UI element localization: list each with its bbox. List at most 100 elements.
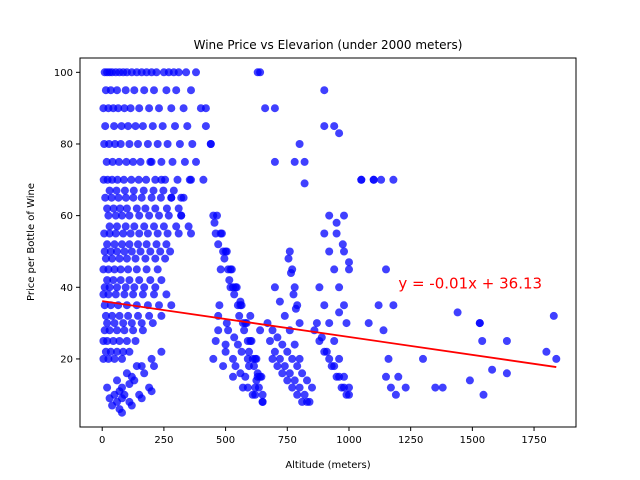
data-point (118, 211, 126, 220)
data-point (295, 140, 304, 148)
data-point (113, 283, 121, 292)
data-point (330, 122, 339, 131)
data-point (325, 319, 334, 328)
x-tick-label: 250 (154, 435, 173, 446)
data-point (275, 354, 284, 363)
data-point (136, 157, 145, 166)
data-point (130, 283, 139, 292)
data-point (235, 311, 244, 320)
data-point (308, 383, 316, 392)
data-point (120, 326, 129, 335)
data-point (122, 337, 131, 345)
data-point (103, 337, 112, 345)
data-point (109, 276, 118, 285)
data-point (129, 157, 138, 166)
data-point (129, 193, 138, 202)
data-point (108, 254, 117, 263)
data-point (233, 340, 242, 349)
x-tick-label: 0 (99, 435, 105, 446)
data-point (113, 222, 121, 231)
data-point (132, 204, 141, 213)
data-point (137, 394, 146, 403)
data-point (105, 229, 114, 238)
data-point (139, 186, 148, 195)
data-point (138, 326, 147, 335)
data-point (116, 140, 125, 148)
data-point (293, 390, 302, 399)
data-point (502, 369, 511, 378)
data-point (438, 383, 447, 392)
data-point (177, 211, 186, 220)
data-point (103, 204, 112, 213)
data-point (151, 283, 160, 292)
data-point (180, 157, 189, 166)
data-point (283, 376, 292, 385)
data-point (219, 362, 228, 371)
data-point (332, 218, 341, 227)
data-point (389, 175, 398, 184)
data-point (479, 390, 488, 399)
data-point (140, 86, 149, 95)
data-point (143, 140, 152, 148)
data-point (230, 290, 239, 299)
data-point (153, 229, 162, 238)
data-point (389, 301, 398, 310)
data-point (118, 240, 126, 249)
data-point (345, 258, 353, 267)
data-point (374, 301, 383, 310)
data-point (295, 354, 304, 363)
data-point (157, 157, 166, 166)
data-point (335, 283, 344, 292)
data-point (161, 254, 170, 263)
data-point (121, 193, 130, 202)
data-point (248, 390, 257, 399)
data-point (164, 211, 173, 220)
data-point (127, 401, 136, 410)
data-point (172, 222, 181, 231)
data-point (280, 362, 289, 371)
data-point (105, 186, 114, 195)
data-point (104, 265, 113, 274)
data-point (115, 254, 124, 263)
data-point (116, 265, 125, 274)
data-point (146, 247, 155, 256)
data-point (141, 254, 150, 263)
data-point (345, 265, 353, 274)
data-point (110, 319, 119, 328)
data-point (124, 265, 133, 274)
data-point (116, 276, 125, 285)
data-point (253, 68, 262, 77)
data-point (104, 211, 113, 220)
data-point (384, 354, 393, 363)
regression-equation: y = -0.01x + 36.13 (398, 274, 542, 292)
data-point (140, 283, 149, 292)
data-point (121, 86, 130, 95)
data-point (109, 337, 118, 345)
data-point (125, 140, 134, 148)
data-point (179, 104, 188, 113)
data-point (125, 240, 134, 249)
data-point (120, 290, 129, 299)
x-tick-label: 750 (278, 435, 297, 446)
data-point (156, 193, 165, 202)
x-tick-label: 1750 (521, 435, 546, 446)
data-point (105, 283, 114, 292)
data-point (167, 104, 176, 113)
data-point (114, 193, 123, 202)
data-point (335, 129, 344, 138)
data-point (182, 68, 191, 77)
data-point (151, 254, 160, 263)
data-point (101, 122, 110, 131)
data-point (213, 211, 221, 220)
data-point (288, 383, 297, 392)
data-point (140, 369, 149, 378)
data-point (126, 104, 135, 113)
data-point (288, 354, 297, 363)
data-point (147, 354, 156, 363)
data-point (325, 247, 334, 256)
data-point (114, 104, 123, 113)
data-point (125, 276, 134, 285)
data-point (100, 301, 109, 310)
